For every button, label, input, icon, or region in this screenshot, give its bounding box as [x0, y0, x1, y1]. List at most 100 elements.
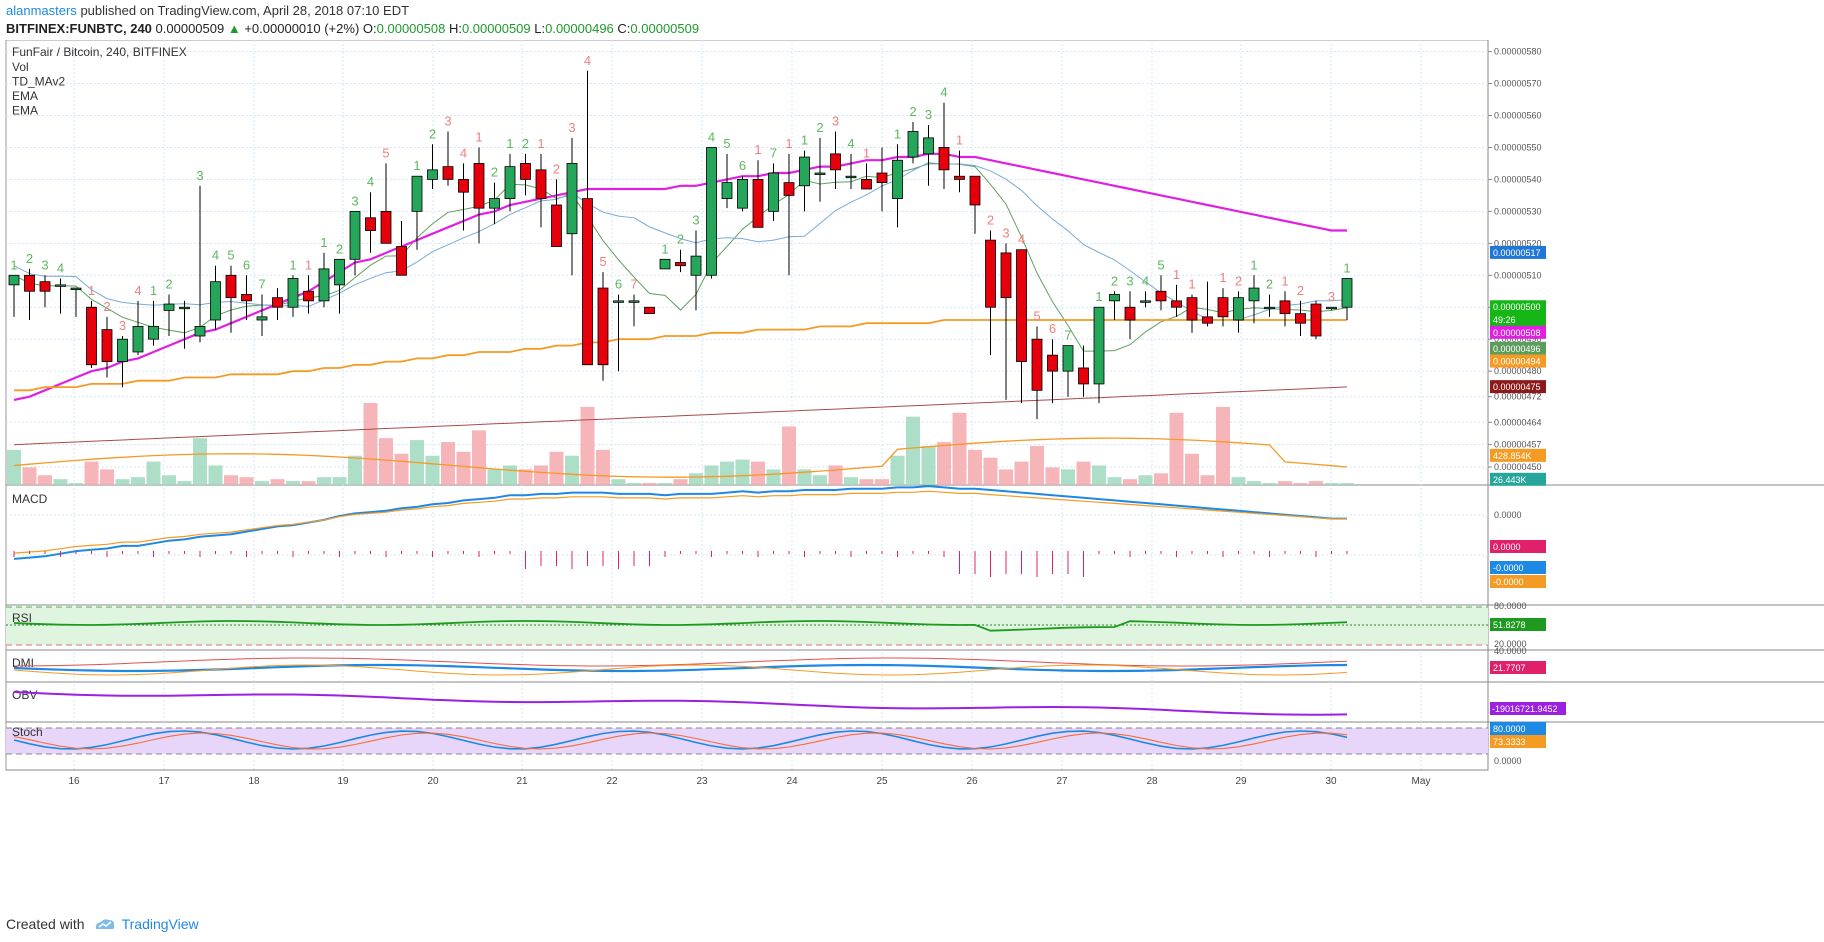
ma-blue-line [13, 162, 1348, 321]
volume-bar [890, 455, 905, 485]
chart-area[interactable]: 16 17 18 19 20 21 22 23 24 25 26 27 28 29 30 May 0.00000… [0, 39, 1824, 910]
volume-bar [1200, 475, 1215, 485]
td-count-label: 2 [909, 104, 916, 119]
td-count-label: 6 [243, 257, 250, 272]
candle-body [892, 159, 903, 199]
ema-line [13, 152, 1347, 401]
volume-bar [1309, 481, 1323, 485]
td-count-label: 4 [847, 136, 854, 151]
rsi-line [13, 620, 1348, 632]
volume-ma-line [13, 437, 1348, 478]
candle-body [675, 262, 686, 267]
td-count-label: 5 [599, 254, 606, 269]
candle-body [752, 179, 764, 228]
td-count-label: 1 [801, 133, 808, 148]
td-count-label: 1 [754, 142, 761, 157]
candle-body [1295, 313, 1306, 324]
volume-bar [69, 483, 83, 485]
td-count-label: 1 [506, 136, 513, 151]
volume-bar [611, 479, 626, 485]
volume-bar [1045, 467, 1060, 485]
obv-line [13, 691, 1348, 716]
volume-bar [1107, 477, 1122, 485]
candle-body [241, 294, 252, 302]
volume-bar [658, 483, 672, 485]
td-count-label: 6 [615, 276, 622, 291]
volume-bar [472, 430, 486, 485]
volume-bar [797, 469, 812, 485]
x-tick-label: 19 [337, 776, 349, 787]
x-tick-label: 18 [248, 776, 260, 787]
volume-bar [596, 449, 610, 485]
symbol-label: BITFINEX:FUNBTC, 240 [6, 21, 152, 36]
price-label: 73.3333 [1493, 737, 1526, 747]
volume-bar [301, 481, 316, 485]
candle-body [1093, 306, 1105, 385]
price-label: 26.443K [1493, 475, 1527, 485]
candle-body [644, 306, 655, 315]
tradingview-link[interactable]: TradingView [93, 916, 199, 932]
volume-bar [1340, 483, 1354, 485]
volume-bar [704, 465, 719, 485]
candle-body [1000, 252, 1012, 299]
td-count-label: 1 [305, 257, 312, 272]
volume-bar [115, 479, 130, 485]
volume-bar [348, 455, 362, 485]
td-count-label: 4 [940, 85, 947, 100]
candle-body [582, 198, 593, 366]
y-tick-label: 40.0000 [1494, 646, 1527, 656]
candle-body [1341, 278, 1353, 308]
td-count-label: 1 [1173, 267, 1180, 282]
volume-bar [487, 469, 502, 485]
volume-bar [937, 442, 951, 485]
volume-bar [999, 469, 1013, 485]
volume-bar [425, 455, 440, 485]
candle-body [1109, 294, 1120, 302]
candle-body [1233, 297, 1244, 321]
td-count-label: 1 [1095, 289, 1102, 304]
volume-bar [580, 406, 595, 485]
candle-body [489, 198, 500, 209]
author-link[interactable]: alanmasters [6, 3, 77, 18]
macd-line [13, 485, 1347, 560]
td-count-label: 3 [351, 193, 358, 208]
volume-bar [456, 451, 471, 485]
candle-body [210, 281, 221, 321]
publish-line: alanmasters published on TradingView.com… [6, 3, 409, 18]
open-label: O: [362, 21, 377, 36]
volume-bar [1169, 412, 1184, 485]
candle-body [70, 287, 82, 290]
volume-bar [673, 479, 688, 485]
td-count-label: 6 [739, 158, 746, 173]
volume-bar [1154, 473, 1168, 485]
volume-bar [627, 483, 641, 485]
symbol-line: BITFINEX:FUNBTC, 240 0.00000509 ▲ +0.000… [6, 21, 699, 36]
candle-body [814, 172, 826, 175]
candle-body [768, 172, 779, 212]
y-tick-label: 0.00000472 [1494, 392, 1542, 402]
td-count-label: 2 [677, 232, 684, 247]
candle-body [969, 175, 981, 206]
candle-body [1140, 300, 1151, 303]
volume-bar [317, 477, 331, 485]
td-count-label: 2 [553, 161, 560, 176]
x-tick-label: 22 [606, 776, 618, 787]
volume-bar [813, 475, 827, 485]
candle-body [1217, 297, 1229, 318]
candle-body [458, 179, 469, 193]
x-tick-label: 21 [516, 776, 528, 787]
low-label: L: [534, 21, 546, 36]
chart-svg[interactable]: 16 17 18 19 20 21 22 23 24 25 26 27 28 29 30 May0.00000… [0, 39, 1824, 910]
candle-body [1031, 338, 1043, 391]
candle-body [535, 169, 547, 199]
td-count-label: 1 [894, 126, 901, 141]
volume-bar [1061, 469, 1075, 485]
dmi-adx-line [13, 663, 1348, 673]
candle-body [1248, 287, 1260, 302]
candle-body [396, 246, 407, 276]
open-value: 0.00000508 [376, 21, 446, 36]
stoch-k-line [13, 730, 1348, 750]
td-count-label: 2 [522, 136, 529, 151]
y-tick-label: 0.00000560 [1494, 111, 1542, 121]
candle-body [504, 166, 516, 199]
